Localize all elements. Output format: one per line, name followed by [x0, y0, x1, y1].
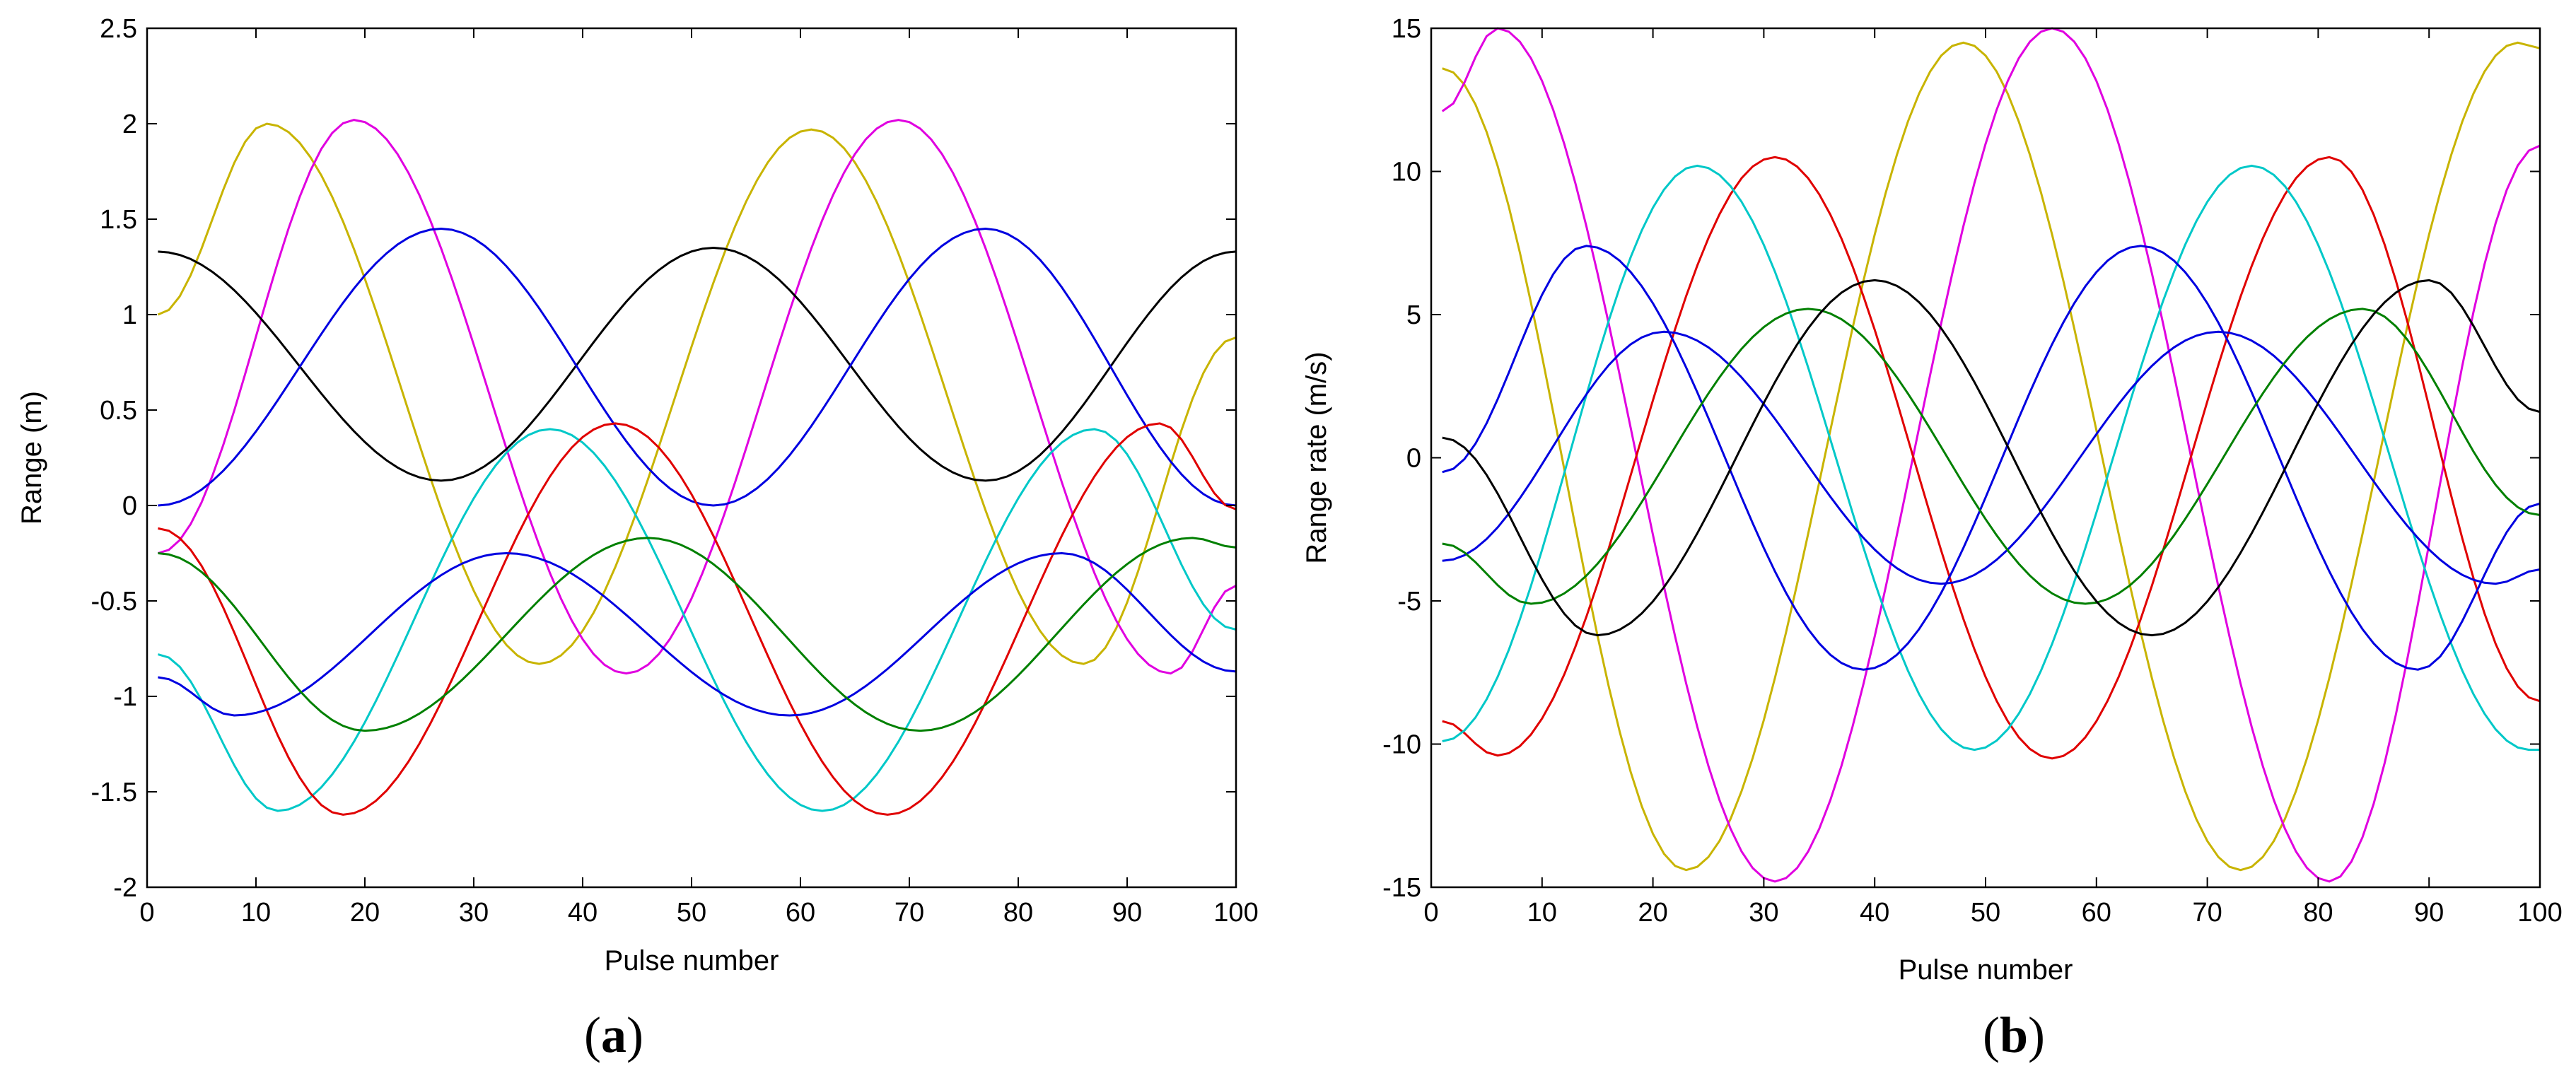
y-tick-label: 10 — [1392, 158, 1421, 187]
y-tick-label: 5 — [1406, 300, 1421, 330]
series-line-6 — [1442, 330, 2541, 585]
y-tick-label: 0.5 — [100, 396, 137, 426]
x-axis-label: Pulse number — [1899, 954, 2073, 986]
x-tick-label: 80 — [1003, 898, 1033, 928]
series-line-8 — [1442, 279, 2541, 637]
panel-a: 0 10 20 30 40 50 60 70 80 90 100 -2 -1.5 -1 -0.5 0 0.5 1 1… — [16, 14, 1259, 1063]
series-line-5 — [157, 428, 1237, 812]
y-tick-label: -2 — [113, 873, 137, 903]
y-tick-label: 0 — [122, 491, 137, 521]
y-tick-label: -0.5 — [91, 587, 137, 616]
series-line-7 — [158, 551, 1237, 717]
y-axis-label: Range (m) — [16, 391, 47, 525]
series-line-2 — [1441, 27, 2541, 883]
series-line-5 — [1442, 245, 2541, 671]
x-tick-label: 0 — [139, 898, 154, 928]
y-tick-label: 15 — [1392, 14, 1421, 44]
x-tick-label: 60 — [2082, 898, 2111, 928]
y-tick-label: -1.5 — [91, 778, 137, 807]
panel-caption: (a) — [584, 1007, 643, 1063]
series-line-7 — [1442, 308, 2541, 605]
x-tick-label: 40 — [1860, 898, 1889, 928]
y-tick-label: -1 — [113, 682, 137, 712]
series-line-3 — [158, 246, 1237, 482]
y-axis-label: Range rate (m/s) — [1301, 351, 1332, 563]
series-line-6 — [158, 422, 1237, 816]
x-tick-label: 50 — [677, 898, 706, 928]
x-tick-label: 100 — [2517, 898, 2562, 928]
x-tick-label: 20 — [350, 898, 380, 928]
series-line-2 — [157, 119, 1237, 675]
series-line-8 — [158, 537, 1237, 732]
y-tick-label: 1.5 — [100, 205, 137, 235]
x-tick-label: 80 — [2303, 898, 2333, 928]
y-tick-label: 2 — [122, 110, 137, 139]
x-tick-label: 30 — [1749, 898, 1778, 928]
x-tick-label: 30 — [459, 898, 489, 928]
x-axis-label: Pulse number — [605, 945, 779, 976]
x-tick-label: 70 — [894, 898, 924, 928]
panel-caption-letter: a — [601, 1007, 626, 1063]
x-tick-label: 100 — [1213, 898, 1258, 928]
x-tick-label: 40 — [568, 898, 598, 928]
x-tick-label: 90 — [1112, 898, 1142, 928]
panel-caption: (b) — [1983, 1007, 2045, 1063]
series-line-3 — [1442, 156, 2541, 760]
panel-b: 0 10 20 30 40 50 60 70 80 90 100 -15 -10 -5 0 5 10 15 Puls… — [1301, 14, 2563, 1063]
y-tick-label: -5 — [1397, 587, 1421, 616]
x-tick-label: 50 — [1971, 898, 2000, 928]
x-tick-label: 20 — [1638, 898, 1667, 928]
series-line-1 — [157, 122, 1237, 665]
x-tick-label: 0 — [1423, 898, 1438, 928]
plot-area — [1431, 28, 2540, 887]
x-tick-label: 90 — [2414, 898, 2444, 928]
y-tick-label: -10 — [1382, 730, 1421, 760]
y-tick-label: 0 — [1406, 444, 1421, 474]
y-tick-label: -15 — [1382, 873, 1421, 903]
x-tick-label: 60 — [786, 898, 815, 928]
x-tick-label: 70 — [2192, 898, 2222, 928]
x-tick-label: 10 — [1527, 898, 1557, 928]
y-tick-label: 2.5 — [100, 14, 137, 44]
series-line-1 — [1442, 41, 2541, 872]
y-tick-label: 1 — [122, 300, 137, 330]
panel-caption-letter: b — [2000, 1007, 2028, 1063]
x-tick-label: 10 — [241, 898, 271, 928]
